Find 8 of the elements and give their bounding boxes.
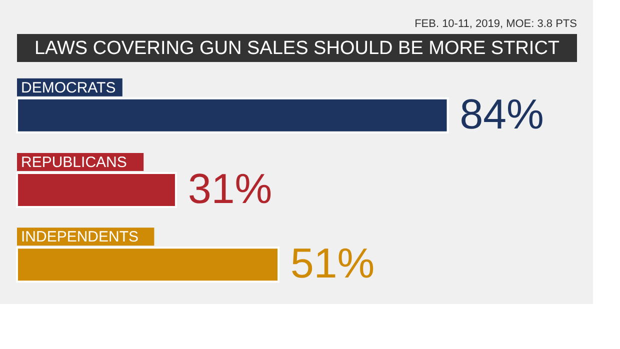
y-tick-label: REPUBLICANS bbox=[21, 154, 127, 171]
data-label: 84% bbox=[460, 90, 544, 138]
text: FEB. 10-11, 2019, MOE: 3.8 PTS bbox=[414, 18, 577, 30]
chart-title: LAWS COVERING GUN SALES SHOULD BE MORE STRICT bbox=[34, 38, 560, 59]
data-label: 51% bbox=[290, 240, 375, 287]
y-tick-label: INDEPENDENTS bbox=[21, 228, 139, 246]
y-tick-label: DEMOCRATS bbox=[21, 79, 116, 96]
data-label: 31% bbox=[188, 165, 272, 212]
